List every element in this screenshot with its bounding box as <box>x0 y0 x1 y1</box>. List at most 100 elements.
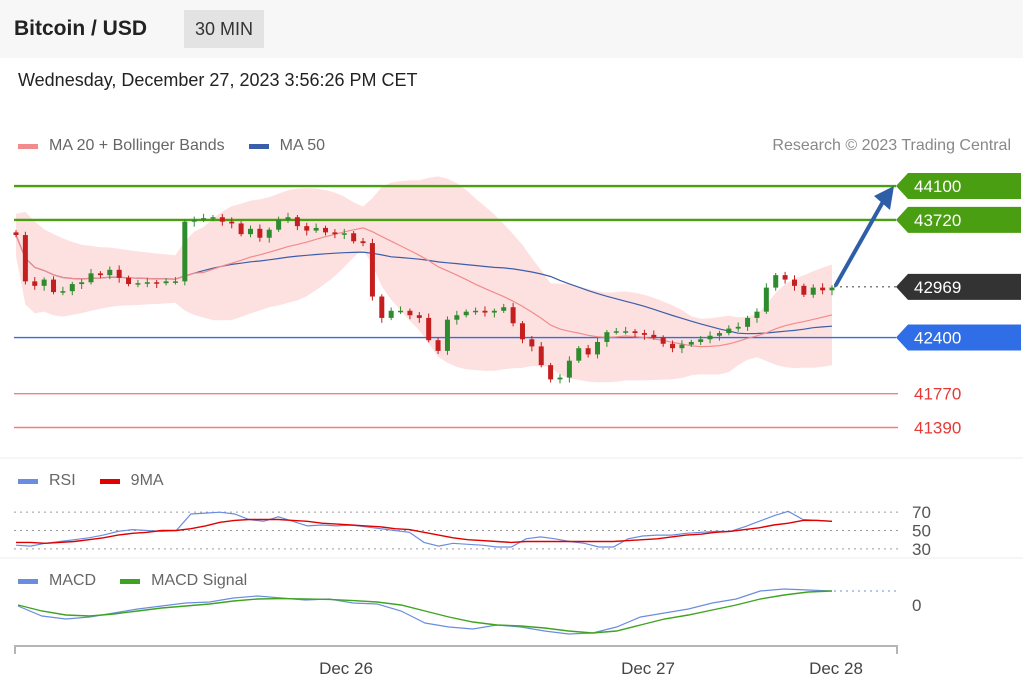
level-label-42969: 42969 <box>914 278 961 297</box>
legend-item-macd: MACD <box>18 572 96 590</box>
candle-body <box>32 281 38 286</box>
candle-body <box>388 310 394 318</box>
legend-label-macd: MACD <box>49 572 97 589</box>
legend-swatch-rsi <box>18 478 38 484</box>
candle-body <box>144 282 150 284</box>
candle-body <box>632 331 638 334</box>
candle-body <box>398 310 404 313</box>
price-panel: 44100 43720 42969 42400 41770 41390 <box>13 173 1021 438</box>
legend-swatch-ma20 <box>18 143 38 149</box>
candle-body <box>210 217 216 219</box>
macd-panel: 0 <box>0 557 1023 635</box>
legend-item-ma20: MA 20 + Bollinger Bands <box>18 137 225 155</box>
legend-swatch-ma50 <box>248 143 269 149</box>
candle-body <box>829 287 835 291</box>
candle-body <box>79 282 85 285</box>
candle-body <box>172 281 178 283</box>
candle-body <box>51 279 57 293</box>
level-label-42400: 42400 <box>914 329 961 348</box>
target-arrow-shaft <box>834 198 886 287</box>
candle-body <box>660 337 666 344</box>
ma20-line <box>15 227 833 348</box>
candle-body <box>351 233 357 242</box>
candle-body <box>13 232 19 236</box>
candle-body <box>341 233 347 235</box>
candle-body <box>257 228 263 238</box>
legend-item-macd-signal: MACD Signal <box>120 572 247 590</box>
level-tag-43720 <box>896 206 1021 233</box>
candle-body <box>820 287 826 291</box>
legend-label-ma50: MA 50 <box>279 137 326 154</box>
candle-body <box>745 317 751 327</box>
candle-body <box>407 310 413 316</box>
price-legend: MA 20 + Bollinger Bands MA 50 <box>18 137 349 155</box>
candle-body <box>60 291 66 293</box>
candle-body <box>595 341 601 355</box>
rsi-tick-label: 50 <box>912 522 931 541</box>
candle-body <box>313 227 319 231</box>
candle-body <box>154 282 160 284</box>
level-tag-42969 <box>896 273 1021 300</box>
candle-body <box>482 310 488 313</box>
candle-body <box>360 241 366 244</box>
timeframe-badge[interactable]: 30 MIN <box>184 10 265 48</box>
level-label-44100: 44100 <box>914 177 961 196</box>
chart-datetime: Wednesday, December 27, 2023 3:56:26 PM … <box>18 70 418 90</box>
candle-body <box>116 269 122 278</box>
candle-body <box>285 217 291 220</box>
legend-item-rsi: RSI <box>18 472 76 490</box>
candle-body <box>379 296 385 318</box>
candle-body <box>369 243 375 297</box>
candle-body <box>538 346 544 366</box>
rsi-legend: RSI 9MA <box>18 472 188 490</box>
level-label-43720: 43720 <box>914 211 961 230</box>
candle-body <box>426 317 432 341</box>
candle-body <box>641 333 647 335</box>
candle-body <box>229 221 235 224</box>
candle-body <box>566 360 572 378</box>
candle-body <box>41 279 47 286</box>
candle-body <box>473 310 479 313</box>
candle-body <box>735 326 741 329</box>
candle-body <box>576 348 582 361</box>
rsi-9ma-line <box>16 518 833 545</box>
x-tick-label: Dec 27 <box>621 659 675 678</box>
candle-body <box>332 232 338 235</box>
candle-body <box>716 333 722 336</box>
candle-body <box>557 377 563 380</box>
candle-body <box>810 287 816 295</box>
legend-swatch-macd <box>18 578 38 584</box>
candle-body <box>454 315 460 320</box>
chart-credit: Research © 2023 Trading Central <box>772 137 1011 154</box>
legend-item-ma50: MA 50 <box>248 137 326 155</box>
candle-body <box>491 310 497 313</box>
level-tag-44100 <box>896 173 1021 200</box>
rsi-tick-label: 30 <box>912 540 931 559</box>
candle-body <box>266 229 272 238</box>
candle-body <box>763 287 769 312</box>
candle-body <box>201 218 207 220</box>
candle-body <box>107 269 113 276</box>
time-axis: Dec 26 Dec 27 Dec 28 <box>14 645 898 678</box>
candle-body <box>435 340 441 351</box>
candle-body <box>519 323 525 340</box>
candle-body <box>679 344 685 349</box>
candle-body <box>22 235 28 282</box>
candle-body <box>126 277 132 285</box>
candle-body <box>623 331 629 333</box>
candle-body <box>613 331 619 333</box>
level-label-41390: 41390 <box>914 419 961 438</box>
candle-body <box>247 228 253 235</box>
candle-body <box>688 341 694 345</box>
rsi-line <box>15 510 833 548</box>
candle-body <box>182 221 188 282</box>
candle-body <box>88 273 94 283</box>
rsi-tick-label: 70 <box>912 503 931 522</box>
candle-body <box>294 217 300 227</box>
macd-line <box>17 588 833 635</box>
candle-body <box>163 281 169 284</box>
candle-body <box>276 219 282 230</box>
legend-label-macd-signal: MACD Signal <box>151 572 248 589</box>
